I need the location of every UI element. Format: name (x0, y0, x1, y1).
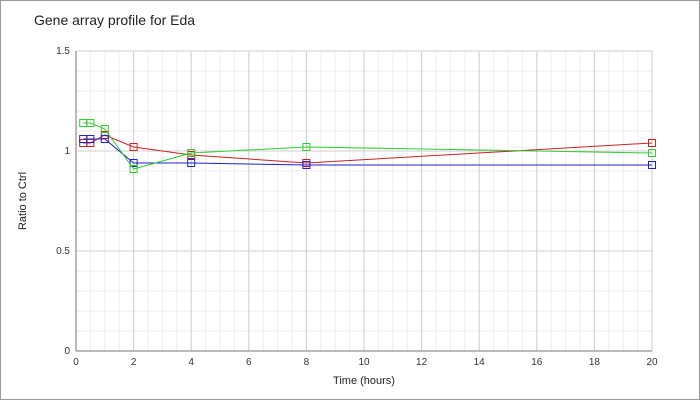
x-tick-label: 2 (131, 357, 137, 368)
x-tick-label: 10 (358, 357, 370, 368)
data-point[interactable] (100, 135, 109, 143)
data-point[interactable] (648, 149, 656, 157)
series-line (83, 138, 652, 166)
y-tick-label: 0.5 (56, 246, 70, 257)
series-2 (79, 135, 656, 169)
data-point[interactable] (302, 161, 311, 169)
data-point[interactable] (187, 159, 196, 167)
series-line (83, 122, 653, 170)
series-layer (79, 119, 656, 173)
data-point[interactable] (187, 149, 196, 157)
y-axis-label: Ratio to Ctrl (17, 172, 29, 230)
series-1 (79, 131, 656, 167)
data-point[interactable] (129, 159, 138, 167)
x-tick-label: 8 (304, 357, 310, 368)
x-axis-label: Time (hours) (333, 375, 395, 387)
data-point[interactable] (86, 135, 95, 143)
x-tick-label: 18 (589, 357, 601, 368)
data-point[interactable] (648, 139, 656, 147)
data-point[interactable] (86, 119, 95, 127)
x-tick-label: 0 (73, 357, 79, 368)
x-tick-label: 20 (646, 357, 658, 368)
axes (75, 51, 652, 352)
y-tick-labels: 0 0.5 1 1.5 (56, 46, 70, 357)
x-tick-label: 14 (474, 357, 486, 368)
x-tick-label: 6 (246, 357, 252, 368)
x-tick-label: 16 (531, 357, 543, 368)
series-3 (79, 119, 656, 173)
y-tick-label: 1 (64, 146, 70, 157)
data-point[interactable] (302, 143, 311, 151)
data-point[interactable] (100, 125, 109, 133)
data-point[interactable] (129, 143, 138, 151)
y-tick-label: 1.5 (56, 46, 70, 57)
chart-title: Gene array profile for Eda (34, 12, 196, 28)
y-tick-label: 0 (64, 346, 70, 357)
x-tick-label: 4 (188, 357, 194, 368)
data-point[interactable] (648, 161, 656, 169)
x-tick-labels: 0 2 4 6 8 10 12 14 16 18 20 (73, 357, 658, 368)
x-tick-label: 12 (416, 357, 428, 368)
data-point[interactable] (129, 165, 138, 173)
